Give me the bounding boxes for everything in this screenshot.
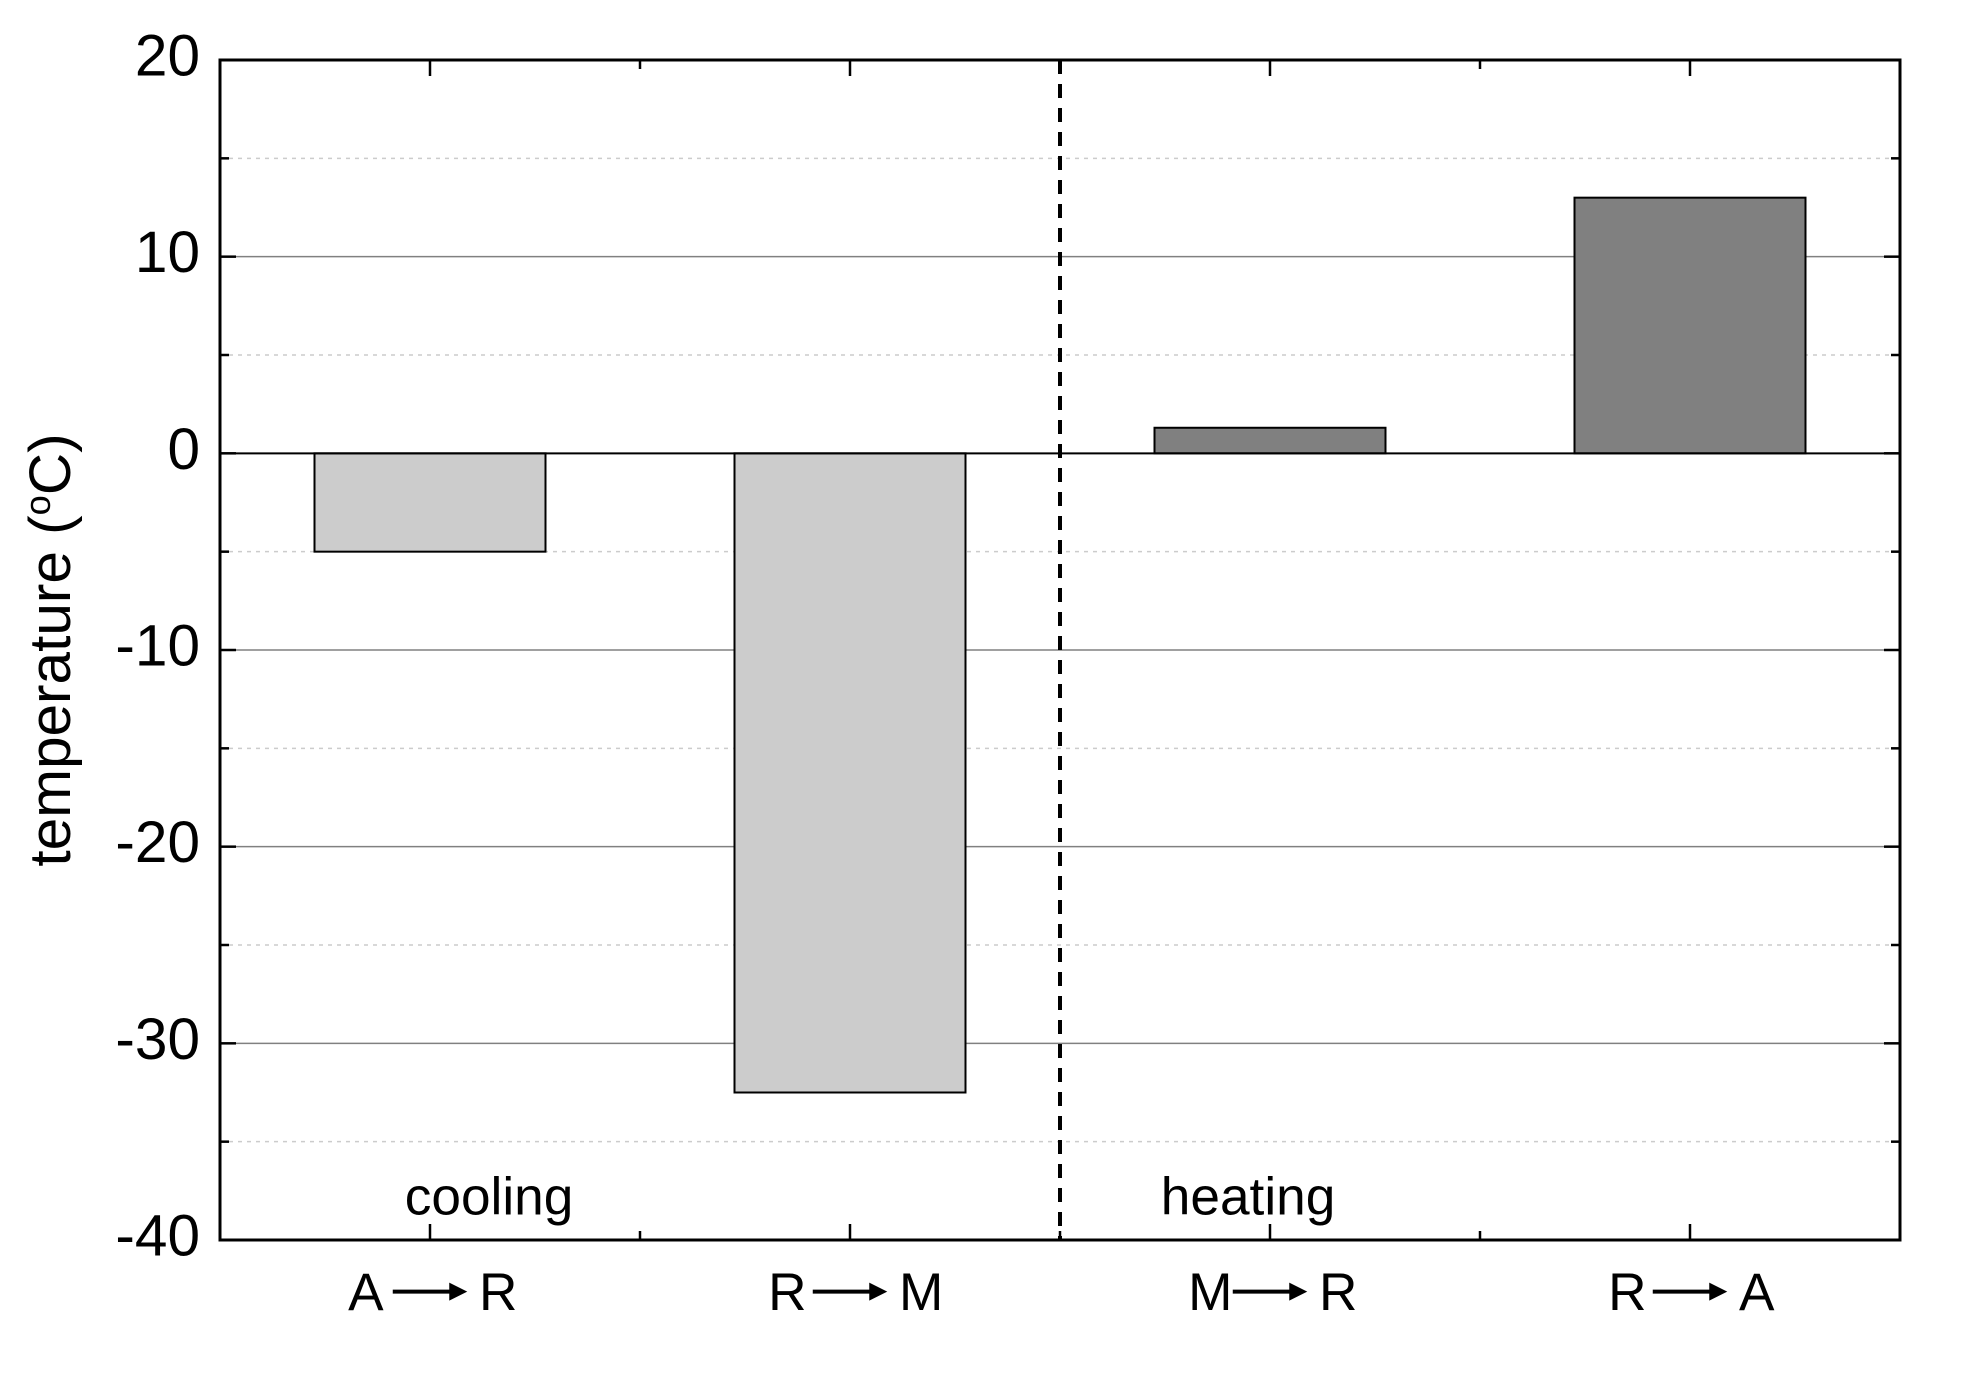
y-tick-label: 20: [135, 23, 200, 88]
y-tick-label: -30: [115, 1007, 200, 1072]
chart-container: -40-30-20-1001020ARRMMRRAcoolingheatingt…: [0, 0, 1961, 1398]
svg-text:R: R: [479, 1263, 517, 1322]
svg-text:M: M: [899, 1263, 943, 1322]
y-tick-label: -10: [115, 613, 200, 678]
y-tick-label: -40: [115, 1203, 200, 1268]
svg-text:R: R: [1319, 1263, 1357, 1322]
bar-chart: -40-30-20-1001020ARRMMRRAcoolingheatingt…: [0, 0, 1961, 1398]
svg-text:A: A: [1739, 1263, 1775, 1322]
svg-text:M: M: [1188, 1263, 1232, 1322]
y-tick-label: 0: [167, 417, 200, 482]
svg-text:A: A: [348, 1263, 384, 1322]
bar: [1155, 428, 1386, 454]
bar: [735, 453, 966, 1092]
svg-text:R: R: [768, 1263, 806, 1322]
bar: [1575, 198, 1806, 454]
y-tick-label: -20: [115, 810, 200, 875]
section-label: heating: [1161, 1168, 1336, 1227]
svg-text:R: R: [1608, 1263, 1646, 1322]
section-label: cooling: [405, 1168, 574, 1227]
bar: [315, 453, 546, 551]
y-tick-label: 10: [135, 220, 200, 285]
